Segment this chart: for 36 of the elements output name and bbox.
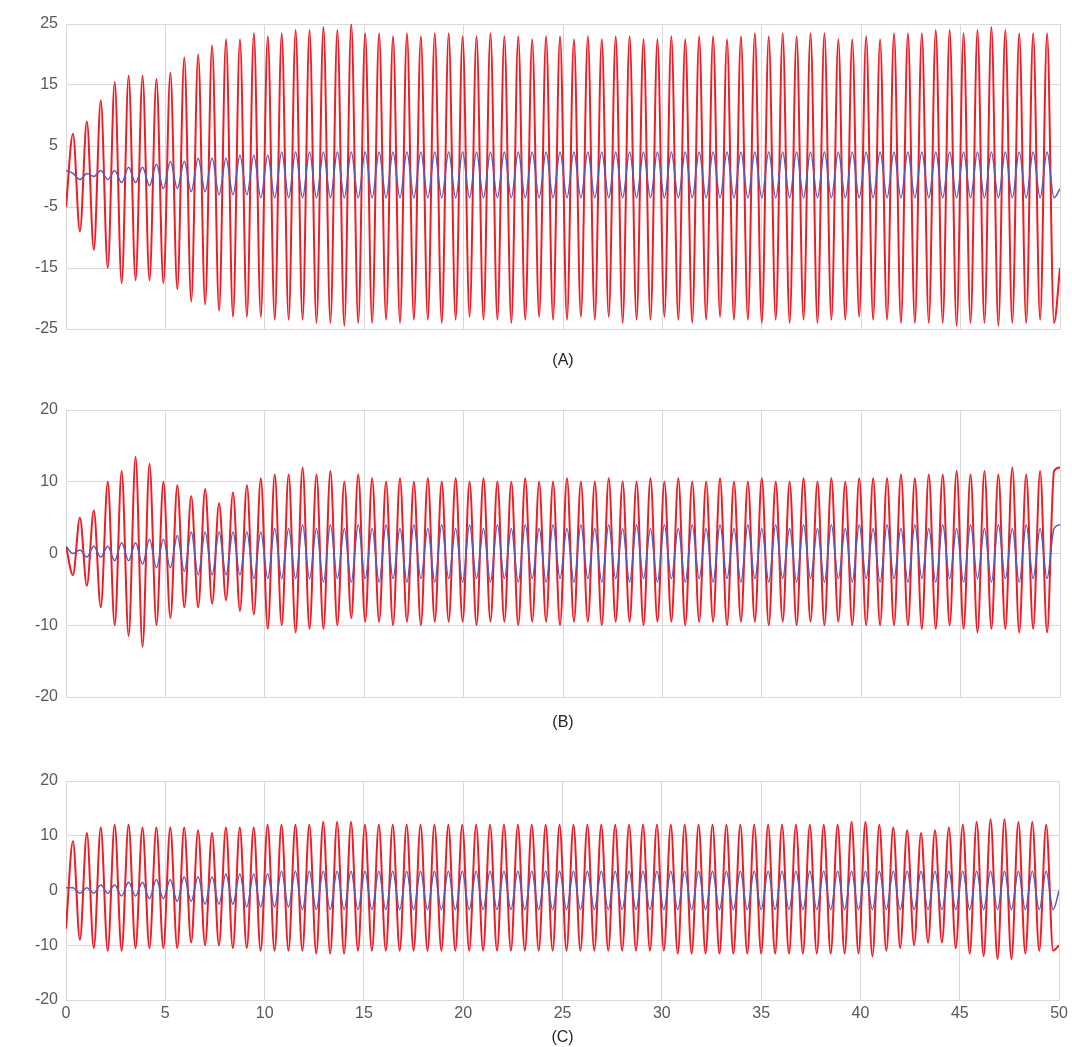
- x-tick-label: 30: [652, 1004, 671, 1022]
- x-axis-title: (B): [552, 712, 574, 730]
- x-axis-title: (A): [552, 350, 574, 368]
- y-tick-label: -25: [34, 319, 59, 337]
- y-tick-label: 20: [40, 400, 59, 418]
- line-series: [66, 818, 1060, 960]
- x-axis-title: (C): [551, 1027, 574, 1045]
- y-tick-label: 15: [40, 75, 59, 93]
- x-tick-label: 45: [950, 1004, 969, 1022]
- y-tick-label: 0: [49, 880, 59, 898]
- x-tick-label: 40: [851, 1004, 870, 1022]
- line-series: [66, 24, 1060, 327]
- y-tick-label: 5: [49, 136, 59, 154]
- x-tick-label: 35: [752, 1004, 771, 1022]
- y-tick-label: -15: [34, 258, 59, 276]
- x-tick-label: 25: [553, 1004, 572, 1022]
- y-tick-label: -20: [34, 687, 59, 705]
- line-series: [66, 524, 1060, 583]
- y-tick-label: -20: [34, 990, 59, 1008]
- y-tick-label: 20: [40, 771, 59, 789]
- y-tick-label: 0: [49, 543, 59, 561]
- line-series: [66, 870, 1060, 911]
- y-tick-label: 10: [40, 826, 59, 844]
- x-tick-label: 15: [355, 1004, 373, 1022]
- x-tick-label: 5: [160, 1004, 170, 1022]
- y-tick-label: 10: [40, 472, 59, 490]
- x-tick-label: 50: [1050, 1004, 1069, 1022]
- y-tick-label: 25: [40, 14, 59, 32]
- x-tick-label: 0: [61, 1004, 71, 1022]
- y-tick-label: -10: [34, 615, 59, 633]
- line-series: [66, 455, 1060, 648]
- x-tick-label: 20: [454, 1004, 473, 1022]
- x-tick-label: 10: [255, 1004, 274, 1022]
- y-tick-label: -5: [43, 197, 59, 215]
- line-series: [66, 151, 1060, 199]
- y-tick-label: -10: [34, 935, 59, 953]
